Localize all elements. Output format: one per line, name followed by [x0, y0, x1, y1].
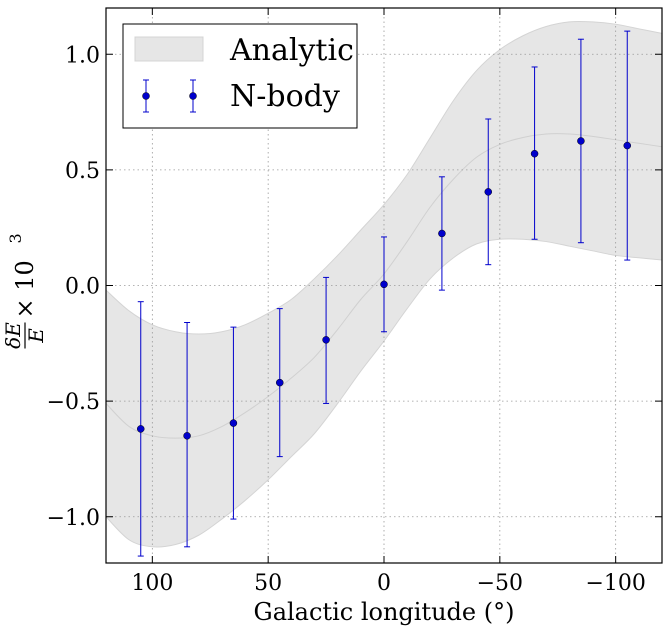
axis-ticks: 100 50 0 −50 −100 1.0 0.5 0.0 −0.5 −1.0 [47, 8, 662, 596]
nbody-point [484, 188, 492, 196]
legend-analytic-label: Analytic [229, 33, 354, 68]
nbody-points-layer [137, 30, 631, 557]
x-tick-label: 50 [254, 571, 282, 596]
nbody-point [577, 137, 585, 145]
y-tick-label: 0.5 [65, 159, 100, 184]
nbody-point [438, 229, 446, 238]
legend: Analytic N-body [122, 23, 358, 129]
nbody-point [276, 378, 284, 387]
legend-point [142, 92, 150, 100]
nbody-point [137, 425, 145, 433]
legend-point [189, 92, 197, 100]
legend-nbody-label: N-body [230, 79, 340, 114]
nbody-point [322, 336, 330, 344]
x-tick-label: 100 [131, 571, 173, 596]
x-axis-label: Galactic longitude (°) [254, 598, 515, 626]
nbody-point [229, 419, 238, 427]
y-axis-label-numerator: δE [1, 322, 25, 349]
y-axis-label: δE E × 10 3 [1, 233, 48, 349]
nbody-point [530, 149, 539, 158]
x-tick-label: −50 [477, 571, 523, 596]
nbody-point [623, 141, 631, 150]
x-tick-label: 0 [377, 571, 391, 596]
legend-analytic-swatch [134, 36, 204, 62]
y-tick-label: −1.0 [47, 506, 100, 531]
x-tick-label: −100 [585, 571, 645, 596]
y-tick-label: 1.0 [65, 43, 100, 68]
legend-nbody-swatch [142, 79, 197, 113]
y-axis-label-exponent: 3 [6, 233, 25, 243]
y-tick-label: −0.5 [47, 390, 100, 415]
y-axis-label-multiplier: × 10 [11, 260, 39, 318]
nbody-point [183, 432, 191, 440]
y-tick-label: 0.0 [65, 275, 100, 300]
nbody-point [380, 280, 388, 289]
y-axis-label-denominator: E [24, 328, 48, 344]
